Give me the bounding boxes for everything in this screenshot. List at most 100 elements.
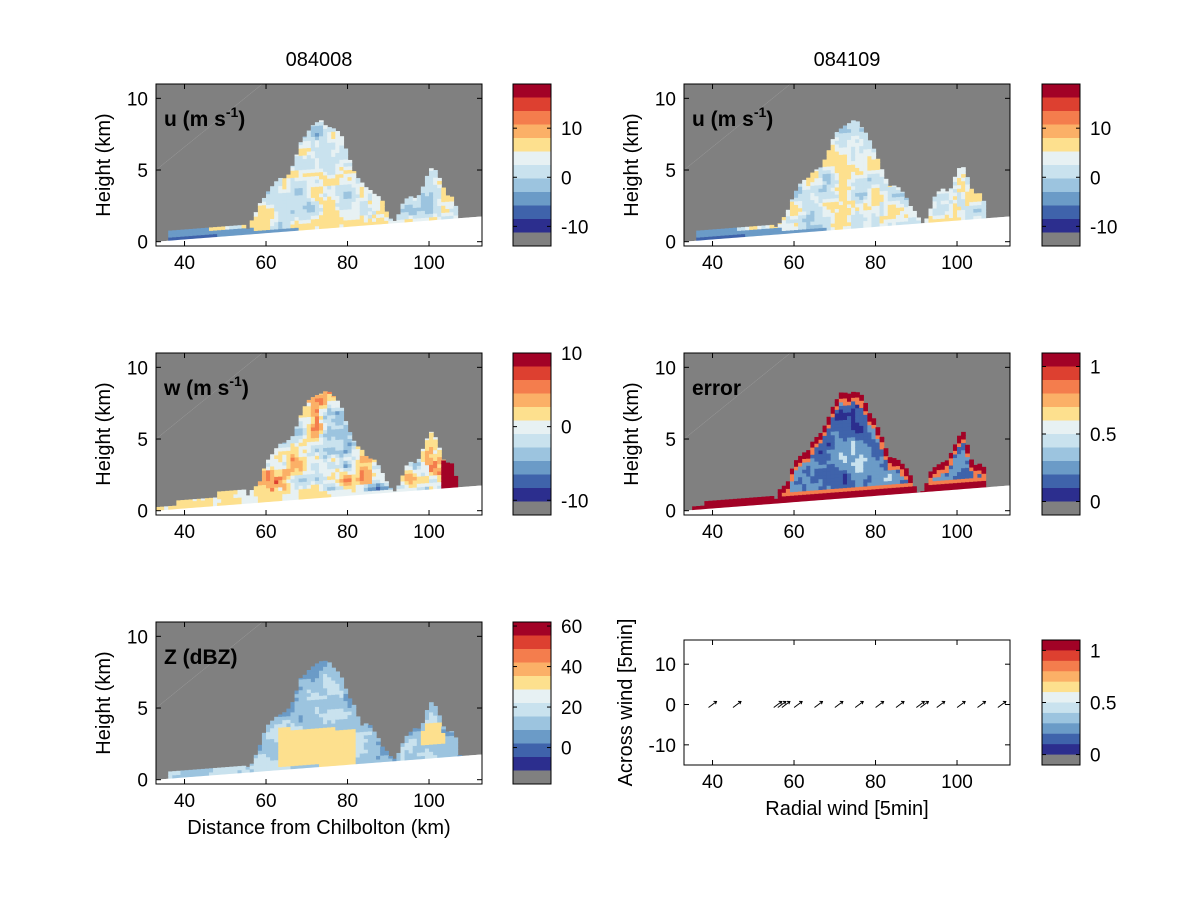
field-cell: [351, 707, 357, 712]
field-cell: [789, 488, 795, 493]
field-cell: [323, 705, 328, 710]
field-cell: [855, 160, 860, 165]
field-cell: [298, 165, 304, 171]
field-cell: [408, 204, 414, 209]
field-cell: [842, 196, 848, 202]
field-cell: [347, 703, 353, 708]
field-cell: [810, 199, 815, 204]
field-cell: [323, 400, 328, 406]
field-cell: [343, 732, 349, 737]
field-cell: [343, 427, 349, 433]
field-cell: [347, 484, 353, 490]
field-cell: [830, 474, 836, 479]
field-cell: [294, 198, 300, 203]
field-cell: [883, 477, 889, 482]
field-cell: [830, 201, 836, 206]
field-cell: [314, 397, 320, 403]
field-cell: [420, 737, 426, 742]
field-cell: [830, 459, 836, 464]
field-cell: [867, 464, 873, 469]
field-cell: [302, 226, 308, 231]
field-cell: [323, 142, 328, 147]
field-cell: [339, 216, 345, 221]
field-cell: [327, 490, 332, 495]
field-cell: [278, 483, 283, 488]
field-cell: [842, 161, 848, 166]
field-cell: [343, 718, 349, 723]
field-cell: [429, 206, 434, 211]
field-cell: [798, 462, 803, 467]
field-cell: [314, 150, 320, 155]
field-cell: [339, 715, 345, 720]
field-cell: [319, 189, 324, 194]
field-cell: [176, 774, 182, 779]
field-cell: [359, 484, 365, 489]
field-cell: [781, 219, 787, 224]
field-cell: [261, 746, 267, 751]
wind-arrow: [732, 700, 742, 708]
field-cell: [314, 186, 320, 191]
field-cell: [429, 464, 434, 469]
field-cell: [847, 426, 852, 431]
field-cell: [282, 442, 287, 445]
field-cell: [323, 465, 328, 470]
field-cell: [842, 179, 848, 184]
field-cell: [855, 185, 860, 190]
field-cell: [384, 751, 389, 756]
field-cell: [810, 174, 815, 179]
field-cell: [323, 436, 328, 441]
field-cell: [282, 479, 287, 484]
field-cell: [871, 219, 877, 225]
field-cell: [306, 423, 312, 428]
field-cell: [965, 183, 970, 189]
field-cell: [351, 714, 357, 719]
field-cell: [298, 223, 304, 228]
field-cell: [859, 163, 864, 168]
field-cell: [290, 765, 296, 770]
field-cell: [724, 500, 730, 505]
field-cell: [847, 189, 852, 194]
field-cell: [359, 218, 365, 223]
field-cell: [331, 217, 336, 222]
field-cell: [728, 503, 734, 508]
field-cell: [298, 682, 304, 687]
field-cell: [339, 162, 345, 168]
field-cell: [855, 188, 860, 194]
field-cell: [359, 731, 365, 736]
field-cell: [810, 475, 815, 480]
field-cell: [441, 459, 446, 464]
field-cell: [351, 448, 357, 453]
field-cell: [323, 691, 328, 696]
field-cell: [253, 226, 259, 231]
field-cell: [437, 205, 442, 210]
field-cell: [306, 732, 312, 737]
field-cell: [838, 182, 844, 188]
field-cell: [400, 477, 406, 482]
field-cell: [789, 491, 795, 496]
field-cell: [282, 221, 287, 226]
wind-arrow: [834, 700, 844, 708]
field-cell: [286, 744, 292, 749]
field-cell: [859, 479, 864, 484]
field-cell: [863, 467, 868, 473]
field-cell: [208, 497, 214, 500]
field-cell: [969, 466, 974, 472]
field-cell: [895, 214, 901, 219]
field-cell: [376, 482, 381, 487]
field-cell: [331, 464, 336, 469]
field-cell: [319, 472, 324, 478]
field-cell: [867, 205, 873, 211]
field-cell: [847, 207, 852, 212]
field-cell: [724, 234, 730, 239]
field-cell: [842, 455, 848, 460]
field-cell: [855, 199, 860, 204]
field-cell: [851, 182, 856, 187]
field-cell: [420, 723, 426, 724]
field-cell: [323, 763, 328, 768]
wind-arrow: [814, 700, 824, 708]
field-cell: [810, 203, 815, 208]
field-cell: [290, 467, 296, 473]
field-cell: [302, 137, 308, 142]
field-cell: [769, 496, 775, 498]
field-cell: [335, 460, 340, 465]
